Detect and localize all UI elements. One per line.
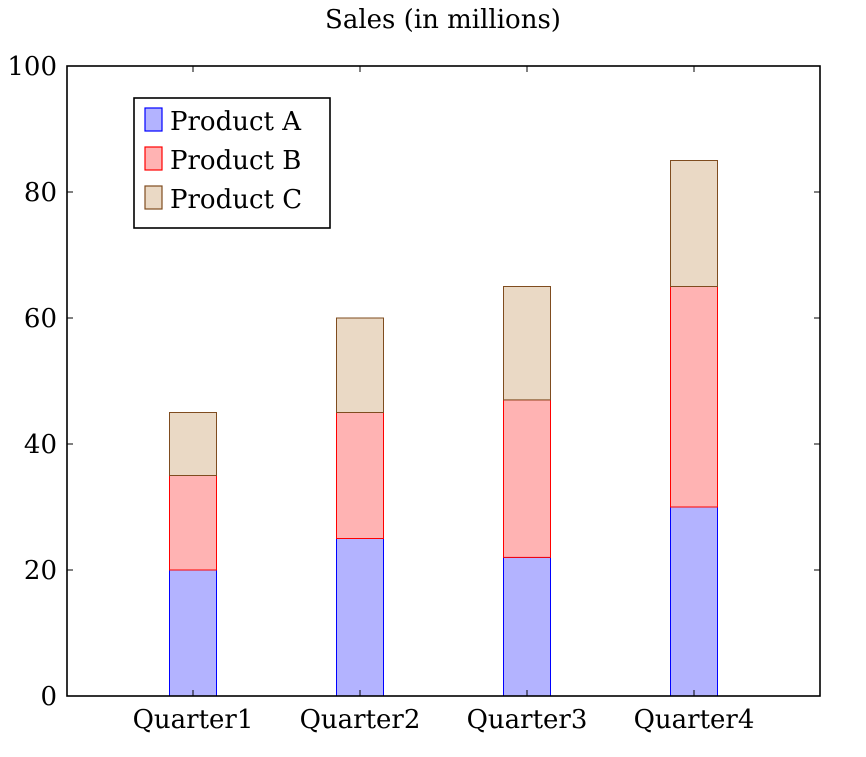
legend-items: Product A Product B Product C: [144, 107, 302, 215]
x-axis-tick-labels: Quarter1 Quarter2 Quarter3 Quarter4: [133, 705, 755, 735]
x-tick-label: Quarter4: [634, 705, 755, 735]
y-axis-tick-labels: 0 20 40 60 80 100: [7, 52, 57, 712]
x-tick-label: Quarter1: [133, 705, 254, 735]
bar-product-b-quarter2: [336, 412, 384, 539]
bars-layer: [169, 160, 718, 697]
bar-product-b-quarter1: [169, 475, 217, 571]
y-tick-label: 20: [24, 556, 57, 586]
bar-product-a-quarter1: [169, 569, 217, 697]
bar-product-c-quarter3: [503, 286, 551, 401]
legend-swatch: [144, 146, 163, 171]
chart-title: Sales (in millions): [325, 5, 561, 35]
y-tick-label: 0: [40, 682, 57, 712]
legend-swatch: [144, 107, 163, 132]
ticks-layer: [67, 65, 820, 697]
bar-product-a-quarter2: [336, 538, 384, 697]
legend-label: Product B: [170, 146, 301, 176]
y-tick-label: 100: [7, 52, 57, 82]
plot-area-frame: [66, 65, 821, 697]
bar-product-a-quarter3: [503, 556, 551, 697]
bar-product-b-quarter3: [503, 399, 551, 558]
bar-product-a-quarter4: [670, 506, 718, 697]
y-tick-label: 40: [24, 430, 57, 460]
x-tick-label: Quarter2: [300, 705, 421, 735]
legend: Product A Product B Product C: [133, 97, 331, 229]
legend-label: Product A: [170, 107, 302, 137]
bar-product-c-quarter2: [336, 317, 384, 413]
bar-product-b-quarter4: [670, 286, 718, 508]
bar-product-c-quarter1: [169, 412, 217, 476]
legend-swatch: [144, 185, 163, 210]
bar-product-c-quarter4: [670, 160, 718, 287]
legend-label: Product C: [170, 185, 302, 215]
y-tick-label: 60: [24, 304, 57, 334]
legend-frame: [133, 97, 331, 229]
x-tick-label: Quarter3: [467, 705, 588, 735]
y-tick-label: 80: [24, 178, 57, 208]
